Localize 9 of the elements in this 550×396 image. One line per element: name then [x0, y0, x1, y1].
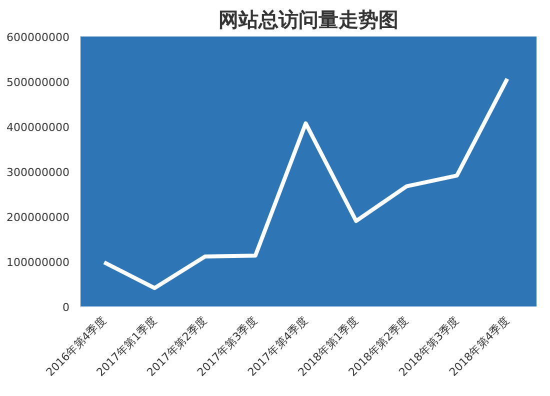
y-tick-label: 600000000	[6, 31, 70, 44]
y-tick-label: 0	[62, 301, 70, 314]
chart-title: 网站总访问量走势图	[218, 8, 398, 32]
y-tick-label: 500000000	[6, 76, 70, 89]
y-tick-label: 400000000	[6, 121, 70, 134]
y-tick-label: 300000000	[6, 166, 70, 179]
y-tick-label: 100000000	[6, 256, 70, 269]
y-tick-label: 200000000	[6, 211, 70, 224]
line-series	[102, 76, 510, 290]
